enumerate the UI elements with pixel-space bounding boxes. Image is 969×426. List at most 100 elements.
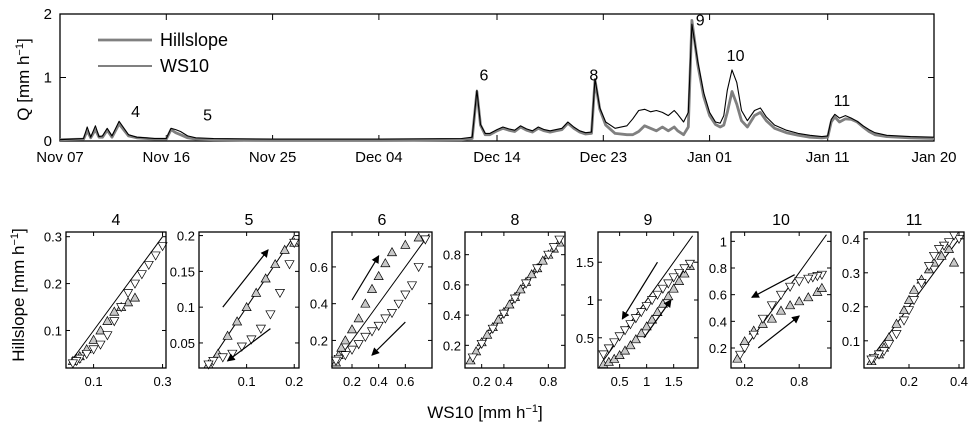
panel-y-tick-label: 0.1 xyxy=(44,323,62,338)
falling-limb-point xyxy=(400,290,411,300)
panel-y-tick-label: 0.05 xyxy=(170,336,195,351)
panel-x-tick-label: 0.4 xyxy=(495,374,513,389)
panel-title: 8 xyxy=(511,212,520,229)
top-x-tick-label: Dec 23 xyxy=(580,149,628,166)
rising-limb-point xyxy=(231,316,243,326)
panel-y-tick-label: 0.3 xyxy=(842,266,860,281)
rising-limb-point xyxy=(400,239,411,249)
top-x-tick-label: Jan 20 xyxy=(911,149,956,166)
falling-limb-point xyxy=(757,314,768,324)
panel-y-tick-label: 0.2 xyxy=(44,277,62,292)
panel-y-tick-label: 0.8 xyxy=(709,261,727,276)
falling-limb-point xyxy=(386,309,398,319)
falling-limb-point xyxy=(116,303,127,313)
falling-limb-point xyxy=(498,309,509,319)
panel-frame xyxy=(198,231,300,369)
panel-y-tick-label: 1.5 xyxy=(576,255,594,270)
top-y-tick-label: 2 xyxy=(44,6,52,23)
event-label: 6 xyxy=(480,68,489,85)
panel-y-tick-label: 0.6 xyxy=(443,278,461,293)
rising-limb-point xyxy=(222,330,233,340)
rising-limb-point xyxy=(908,284,920,294)
rising-limb-point xyxy=(668,283,679,293)
top-y-tick-label: 0 xyxy=(44,133,52,150)
top-x-tick-label: Jan 01 xyxy=(687,149,732,166)
panel-x-tick-label: 0.6 xyxy=(396,374,414,389)
direction-arrow xyxy=(222,249,269,308)
falling-limb-point xyxy=(766,301,778,311)
top-x-tick-label: Nov 16 xyxy=(143,149,191,166)
rising-limb-point xyxy=(625,340,636,350)
rising-limb-point xyxy=(366,283,378,293)
rising-limb-point xyxy=(943,243,955,253)
event-label: 8 xyxy=(589,68,598,85)
one-to-one-line xyxy=(208,235,295,365)
rising-limb-point xyxy=(270,258,281,269)
falling-limb-point xyxy=(898,316,910,326)
one-to-one-line xyxy=(72,236,163,359)
panel-x-tick-label: 1 xyxy=(643,374,650,389)
falling-limb-point xyxy=(236,342,247,352)
falling-limb-point xyxy=(933,245,945,255)
panel-title: 10 xyxy=(772,212,790,229)
panel-y-tick-label: 0.8 xyxy=(443,248,461,263)
falling-limb-point xyxy=(255,324,267,334)
falling-limb-point xyxy=(794,277,805,287)
falling-limb-point xyxy=(136,270,147,280)
falling-limb-point xyxy=(652,290,663,300)
falling-limb-point xyxy=(866,355,877,365)
panel-title: 4 xyxy=(112,212,121,229)
panel-x-tick-label: 0.1 xyxy=(238,374,256,389)
falling-limb-point xyxy=(883,340,895,350)
top-y-tick-label: 1 xyxy=(44,70,52,87)
hysteresis-panel-11: 11 0.1 0.2 0.3 0.4 0.2 0.4 xyxy=(842,212,968,389)
rising-limb-point xyxy=(346,324,358,334)
falling-limb-point xyxy=(95,340,106,350)
rising-limb-point xyxy=(619,345,631,355)
rising-limb-point xyxy=(504,299,515,309)
panel-y-tick-label: 0.2 xyxy=(443,338,461,353)
top-x-tick-label: Nov 07 xyxy=(36,149,84,166)
falling-limb-point xyxy=(346,345,358,355)
panel-x-tick-label: 0.2 xyxy=(285,374,303,389)
falling-limb-point xyxy=(487,324,498,334)
event-label: 4 xyxy=(131,104,140,121)
falling-limb-point xyxy=(373,321,384,331)
panel-x-tick-label: 0.2 xyxy=(343,374,361,389)
falling-limb-point xyxy=(614,332,625,342)
rising-limb-point xyxy=(652,306,663,316)
panel-frame xyxy=(730,231,832,369)
falling-limb-point xyxy=(734,350,746,360)
panel-y-tick-label: 0.6 xyxy=(709,288,727,303)
rising-limb-point xyxy=(936,250,947,260)
top-x-tick-label: Dec 04 xyxy=(355,149,403,166)
panel-y-tick-label: 0.4 xyxy=(709,314,727,329)
panel-x-tick-label: 0.4 xyxy=(370,374,388,389)
panel-frame xyxy=(331,231,433,369)
panel-x-tick-label: 0.2 xyxy=(473,374,491,389)
rising-limb-point xyxy=(109,306,120,316)
falling-limb-point xyxy=(143,260,154,271)
series-line-ws10 xyxy=(59,23,935,141)
panel-x-tick-label: 0.1 xyxy=(85,374,103,389)
panel-x-tick-label: 0.8 xyxy=(539,374,557,389)
falling-limb-point xyxy=(636,308,647,318)
rising-limb-point xyxy=(336,342,347,352)
rising-limb-point xyxy=(360,298,371,308)
rising-limb-point xyxy=(641,321,652,331)
falling-limb-point xyxy=(684,259,695,269)
falling-limb-point xyxy=(284,260,295,270)
rising-limb-point xyxy=(373,270,384,280)
direction-arrow xyxy=(643,299,672,339)
panel-y-tick-label: 0.4 xyxy=(443,308,461,323)
panel-y-tick-label: 0.2 xyxy=(842,300,860,315)
falling-limb-point xyxy=(476,339,487,350)
falling-limb-point xyxy=(609,338,620,348)
falling-limb-point xyxy=(903,306,915,316)
top-x-tick-label: Nov 25 xyxy=(249,149,297,166)
falling-limb-point xyxy=(217,353,228,363)
falling-limb-point xyxy=(246,335,257,345)
hysteresis-panel-10: 10 0.2 0.4 0.6 0.8 1 0.2 0.8 xyxy=(709,212,832,389)
falling-limb-point xyxy=(543,250,554,260)
falling-limb-point xyxy=(630,314,641,324)
